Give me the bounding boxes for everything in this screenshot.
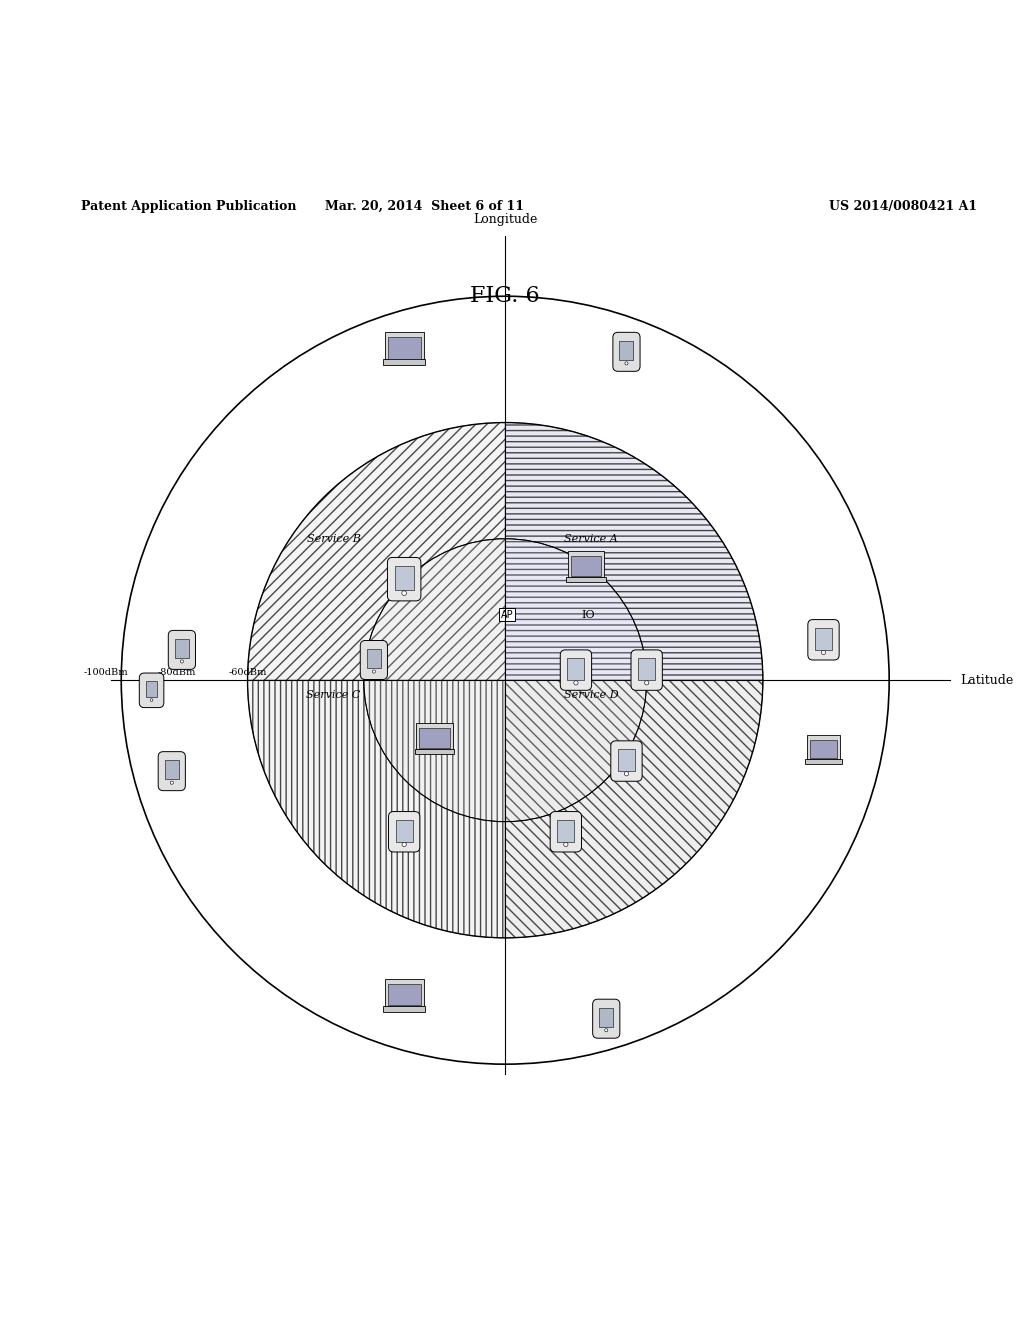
FancyBboxPatch shape: [566, 577, 606, 582]
FancyBboxPatch shape: [388, 983, 421, 1006]
Circle shape: [180, 660, 183, 663]
Wedge shape: [364, 680, 505, 821]
Wedge shape: [248, 422, 505, 680]
FancyBboxPatch shape: [383, 1006, 425, 1012]
Circle shape: [625, 772, 629, 776]
Text: Mar. 20, 2014  Sheet 6 of 11: Mar. 20, 2014 Sheet 6 of 11: [325, 201, 524, 214]
Circle shape: [821, 651, 825, 655]
FancyBboxPatch shape: [367, 649, 381, 668]
Wedge shape: [505, 680, 763, 939]
FancyBboxPatch shape: [568, 550, 604, 577]
FancyBboxPatch shape: [387, 557, 421, 601]
FancyBboxPatch shape: [395, 566, 414, 590]
FancyBboxPatch shape: [808, 619, 839, 660]
Text: AP: AP: [501, 610, 514, 619]
Text: Latitude: Latitude: [959, 673, 1013, 686]
Wedge shape: [505, 680, 647, 821]
FancyBboxPatch shape: [388, 338, 421, 359]
Text: Service C: Service C: [306, 690, 360, 701]
FancyBboxPatch shape: [593, 999, 620, 1039]
FancyBboxPatch shape: [557, 820, 574, 842]
Circle shape: [644, 681, 649, 685]
Text: FIG. 6: FIG. 6: [470, 285, 540, 308]
Text: IO: IO: [581, 610, 595, 619]
FancyBboxPatch shape: [360, 640, 387, 680]
Text: Longitude: Longitude: [473, 213, 538, 226]
FancyBboxPatch shape: [620, 341, 634, 360]
FancyBboxPatch shape: [168, 631, 196, 669]
Circle shape: [402, 842, 407, 846]
Text: -100dBm: -100dBm: [84, 668, 128, 677]
FancyBboxPatch shape: [567, 659, 585, 680]
FancyBboxPatch shape: [165, 760, 179, 779]
Circle shape: [625, 362, 628, 364]
Text: Service A: Service A: [564, 533, 617, 544]
FancyBboxPatch shape: [388, 812, 420, 851]
Circle shape: [170, 781, 173, 784]
Wedge shape: [505, 422, 763, 680]
FancyBboxPatch shape: [631, 649, 663, 690]
FancyBboxPatch shape: [395, 820, 413, 842]
Circle shape: [373, 671, 376, 673]
FancyBboxPatch shape: [145, 681, 158, 697]
FancyBboxPatch shape: [810, 741, 838, 758]
FancyBboxPatch shape: [420, 729, 450, 748]
FancyBboxPatch shape: [560, 649, 592, 690]
FancyBboxPatch shape: [807, 735, 841, 759]
FancyBboxPatch shape: [383, 359, 425, 366]
FancyBboxPatch shape: [175, 639, 188, 657]
Text: -80dBm: -80dBm: [158, 668, 196, 677]
FancyBboxPatch shape: [815, 628, 831, 649]
Text: -60dBm: -60dBm: [228, 668, 266, 677]
Text: Service B: Service B: [306, 533, 360, 544]
Circle shape: [605, 1028, 608, 1032]
Text: Service D: Service D: [564, 690, 618, 701]
FancyBboxPatch shape: [415, 748, 455, 754]
Circle shape: [564, 842, 568, 846]
FancyBboxPatch shape: [417, 723, 453, 748]
FancyBboxPatch shape: [385, 978, 424, 1006]
Wedge shape: [505, 539, 647, 680]
FancyBboxPatch shape: [617, 750, 635, 771]
Text: US 2014/0080421 A1: US 2014/0080421 A1: [828, 201, 977, 214]
FancyBboxPatch shape: [139, 673, 164, 708]
Wedge shape: [248, 680, 505, 939]
FancyBboxPatch shape: [571, 557, 601, 576]
FancyBboxPatch shape: [805, 759, 842, 764]
Circle shape: [573, 681, 579, 685]
Circle shape: [401, 591, 407, 595]
FancyBboxPatch shape: [385, 331, 424, 359]
FancyBboxPatch shape: [613, 333, 640, 371]
FancyBboxPatch shape: [158, 751, 185, 791]
FancyBboxPatch shape: [638, 659, 655, 680]
FancyBboxPatch shape: [550, 812, 582, 851]
Wedge shape: [364, 539, 505, 680]
Text: Patent Application Publication: Patent Application Publication: [81, 201, 296, 214]
Circle shape: [151, 698, 153, 701]
FancyBboxPatch shape: [610, 741, 642, 781]
FancyBboxPatch shape: [599, 1008, 613, 1027]
